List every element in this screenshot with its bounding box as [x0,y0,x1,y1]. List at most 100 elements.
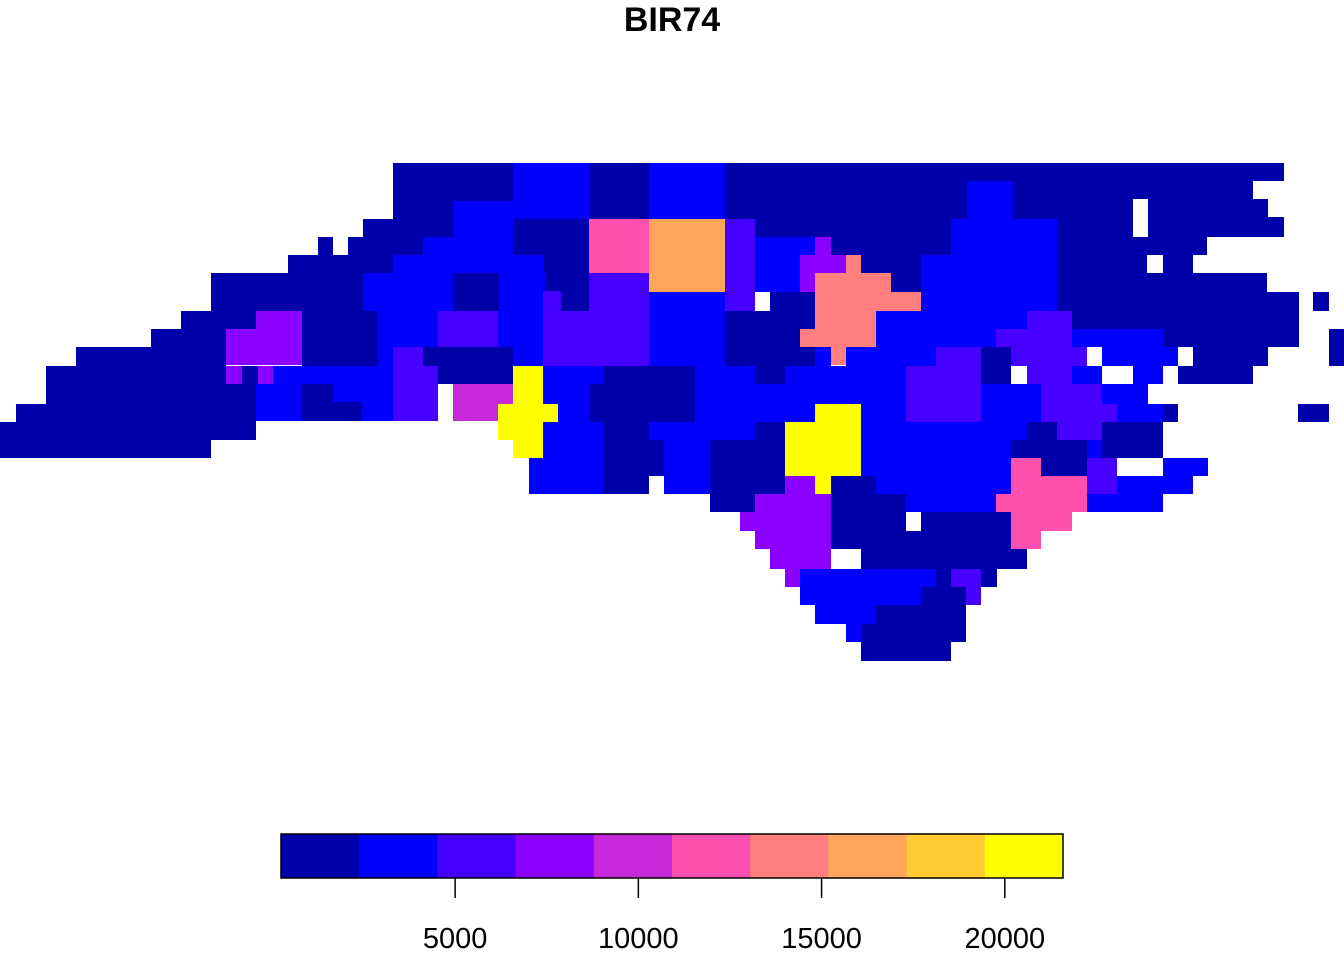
raster-cell [981,347,1011,384]
raster-cell [770,549,831,569]
raster-cell [1087,440,1102,458]
raster-cell [846,347,936,366]
legend-axis: 5000 10000 15000 20000 [423,878,1045,955]
raster-cell [1178,366,1253,384]
raster-cell [649,292,725,366]
raster-cell [846,624,861,642]
raster-cell [725,219,755,311]
raster-cell [423,347,513,366]
raster-cell [288,255,393,273]
legend-swatch [437,834,517,878]
raster-cell [1133,366,1163,384]
raster-cell [951,219,1057,255]
raster-cell [1163,329,1299,347]
raster-cell [1011,531,1041,549]
raster-cell [46,366,226,404]
raster-cell [1102,384,1148,404]
raster-cell [725,163,967,219]
raster-cell [1117,404,1163,422]
raster-cell [1163,404,1178,422]
raster-cell [16,404,256,422]
raster-cell [755,384,785,404]
raster-cell [906,531,921,549]
raster-cell [1087,494,1163,512]
raster-cell [589,384,695,422]
raster-cell [256,311,302,329]
raster-cell [362,402,393,421]
raster-cell [1057,237,1207,255]
legend-swatch [750,834,829,878]
raster-cell [589,163,649,219]
raster-cell [378,347,393,366]
raster-cell [996,494,1087,512]
raster-cell [891,273,921,292]
raster-cell [1027,422,1057,440]
raster-cell [815,404,861,422]
raster-cell [861,404,906,476]
raster-cell [967,163,1284,181]
raster-cell [785,476,815,494]
legend-swatch [281,834,360,878]
raster-cell [921,512,1012,549]
raster-cell [996,329,1072,347]
raster-cell [936,347,981,366]
raster-cell [876,494,906,549]
raster-cell [273,366,393,384]
raster-cell [785,569,801,587]
raster-cell [1329,329,1344,366]
raster-cell [498,311,543,347]
raster-cell [226,329,316,365]
raster-cell [846,255,861,273]
raster-cell [558,404,589,422]
raster-cell [831,237,951,255]
raster-cell [664,440,710,494]
raster-cell [589,219,649,273]
raster-cell [1102,347,1178,366]
raster-cell [906,404,981,422]
raster-cell [891,292,921,311]
raster-cell [815,347,831,366]
raster-cell [981,569,997,587]
raster-cell [1027,366,1072,384]
raster-cell [393,255,543,273]
raster-cell [393,366,438,421]
legend-swatch [515,834,595,878]
raster-cell [543,291,649,366]
raster-cell [831,476,876,549]
raster-cell [755,531,831,549]
legend-swatch [984,834,1064,878]
raster-cell [649,219,725,292]
raster-cell [438,311,498,347]
raster-cell [318,237,333,255]
raster-cell [815,605,875,624]
legend-tick-label: 15000 [781,923,862,955]
raster-cell [1208,273,1253,292]
raster-cell [302,311,378,366]
raster-cell [348,237,423,255]
raster-cell [755,219,955,237]
raster-cell [815,237,831,255]
raster-cell [740,512,831,531]
raster-cells [0,163,1344,661]
raster-cell [393,163,513,201]
raster-cell [1072,366,1102,384]
raster-cell [755,422,785,440]
legend-swatch [828,834,908,878]
legend-tick-label: 10000 [598,923,679,955]
raster-cell [861,624,951,661]
raster-cell [603,422,649,494]
raster-cell [513,219,589,255]
raster-cell [513,440,543,458]
raster-cell [543,255,589,291]
raster-cell [333,384,393,402]
raster-cell [226,366,242,384]
legend-swatch [593,834,673,878]
raster-cell [1148,199,1268,237]
raster-cell [649,163,725,219]
raster-cell [770,292,815,311]
legend-swatch [359,834,438,878]
raster-cell [800,329,876,347]
raster-cell [1072,329,1163,347]
raster-cell [513,366,545,404]
raster-cell [1102,422,1163,458]
